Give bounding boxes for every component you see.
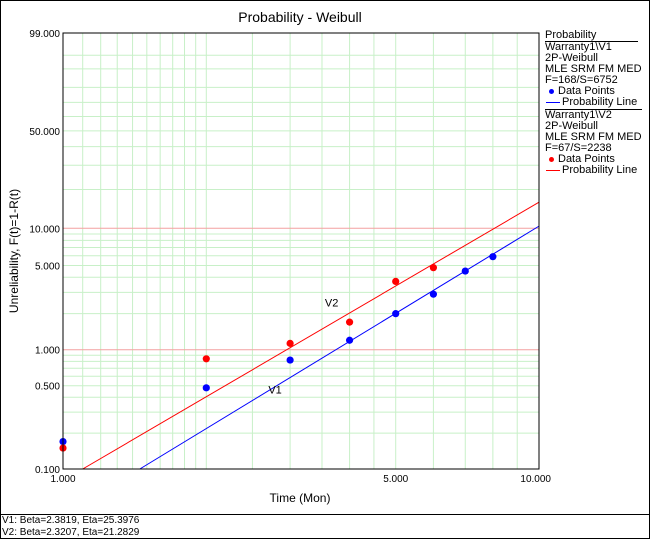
x-tick-label: 1.000 bbox=[50, 474, 75, 485]
series-labels: V1 V2 bbox=[268, 297, 338, 396]
data-points bbox=[59, 253, 497, 452]
y-tick-label: 5.000 bbox=[35, 261, 60, 272]
x-tick-label: 10.000 bbox=[520, 474, 551, 485]
data-point-v2 bbox=[392, 277, 400, 285]
data-point-v1 bbox=[392, 310, 400, 318]
legend-v2-line: Probability Line bbox=[545, 165, 645, 176]
data-point-v1 bbox=[429, 290, 437, 298]
series-label-v1: V1 bbox=[268, 385, 281, 397]
probability-line-v2 bbox=[82, 201, 540, 470]
data-point-v2 bbox=[202, 355, 210, 363]
y-tick-label: 50.000 bbox=[29, 127, 60, 138]
legend-v1-model: 2P-Weibull bbox=[545, 52, 598, 64]
data-point-v1 bbox=[345, 336, 354, 344]
plot-area-border bbox=[62, 32, 540, 470]
legend-v1-points: Data Points bbox=[545, 86, 645, 97]
chart-title: Probability - Weibull bbox=[238, 9, 361, 25]
legend-v2-model: 2P-Weibull bbox=[545, 120, 598, 132]
probability-line-v1 bbox=[139, 225, 540, 470]
legend-v1-counts: F=168/S=6752 bbox=[545, 74, 618, 86]
legend-v1-line-label: Probability Line bbox=[562, 96, 638, 108]
y-tick-label: 0.500 bbox=[35, 382, 60, 393]
legend-divider bbox=[545, 109, 642, 110]
legend-header: Probability bbox=[545, 30, 638, 42]
legend-v2-points: Data Points bbox=[545, 154, 645, 165]
y-tick-label: 0.100 bbox=[35, 465, 60, 476]
legend-v2-counts: F=67/S=2238 bbox=[545, 142, 612, 154]
legend-v1-line: Probability Line bbox=[545, 97, 645, 108]
blue-line-icon bbox=[546, 101, 560, 103]
blue-dot-icon bbox=[549, 88, 554, 94]
legend-v1-name: Warranty1\V1 bbox=[545, 41, 612, 53]
red-dot-icon bbox=[549, 156, 554, 162]
data-point-v1 bbox=[461, 267, 469, 275]
data-point-v1 bbox=[202, 384, 210, 392]
y-tick-label: 1.000 bbox=[35, 346, 60, 357]
legend-v2-line-label: Probability Line bbox=[562, 164, 638, 176]
data-point-v2 bbox=[345, 318, 354, 326]
legend-v1-points-label: Data Points bbox=[558, 85, 615, 97]
footer-v1-params: V1: Beta=2.3819, Eta=25.3976 bbox=[2, 515, 140, 526]
y-tick-label: 10.000 bbox=[29, 224, 60, 235]
x-axis-label: Time (Mon) bbox=[270, 491, 331, 505]
data-point-v1 bbox=[286, 356, 294, 364]
grid-lines bbox=[62, 32, 540, 470]
data-point-v1 bbox=[489, 253, 497, 261]
y-tick-labels: 0.100 0.500 1.000 5.000 10.000 50.000 99.000 bbox=[29, 29, 60, 476]
legend-v2-method: MLE SRM FM MED bbox=[545, 131, 642, 143]
data-point-v2 bbox=[429, 264, 437, 272]
footer-v2-params: V2: Beta=2.3207, Eta=21.2829 bbox=[2, 527, 140, 538]
x-tick-labels: 1.000 5.000 10.000 bbox=[50, 474, 551, 485]
series-label-v2: V2 bbox=[325, 297, 338, 309]
red-line-icon bbox=[546, 169, 560, 171]
legend-v2-name: Warranty1\V2 bbox=[545, 109, 612, 121]
data-point-v2 bbox=[286, 339, 294, 347]
legend-v2-points-label: Data Points bbox=[558, 153, 615, 165]
legend: Probability Warranty1\V1 2P-Weibull MLE … bbox=[545, 30, 645, 176]
x-tick-label: 5.000 bbox=[383, 474, 408, 485]
y-tick-label: 99.000 bbox=[29, 29, 60, 40]
parameter-footer: V1: Beta=2.3819, Eta=25.3976 V2: Beta=2.… bbox=[0, 514, 650, 539]
legend-v1-method: MLE SRM FM MED bbox=[545, 63, 642, 75]
probability-lines bbox=[82, 201, 540, 470]
y-axis-label: Unreliability, F(t)=1-R(t) bbox=[7, 189, 21, 313]
